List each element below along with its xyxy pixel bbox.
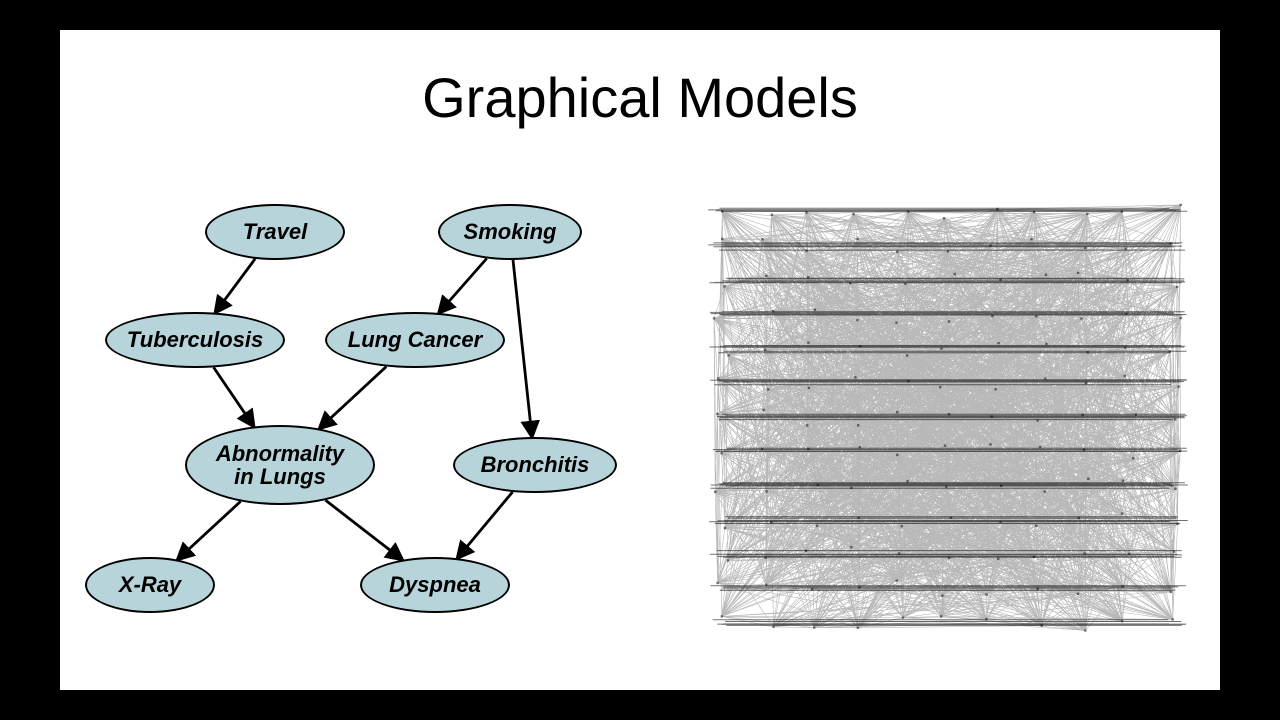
node-label-abnorm: Abnormality in Lungs: [216, 442, 344, 488]
node-label-tb: Tuberculosis: [127, 328, 264, 351]
edge-bronchitis-dyspnea: [457, 492, 512, 558]
node-label-bronchitis: Bronchitis: [481, 453, 590, 476]
edge-abnorm-xray: [177, 501, 240, 559]
dense-network-svg: [698, 195, 1198, 640]
edge-lungcancer-abnorm: [319, 367, 386, 429]
node-travel: Travel: [205, 204, 345, 260]
node-label-xray: X-Ray: [119, 573, 181, 596]
node-tb: Tuberculosis: [105, 312, 285, 368]
node-lungcancer: Lung Cancer: [325, 312, 505, 368]
node-label-lungcancer: Lung Cancer: [348, 328, 482, 351]
slide-title: Graphical Models: [60, 65, 1220, 130]
dense-network-diagram: [698, 195, 1198, 640]
node-abnorm: Abnormality in Lungs: [185, 425, 375, 505]
node-label-smoking: Smoking: [464, 220, 557, 243]
edge-travel-tb: [215, 259, 255, 313]
node-smoking: Smoking: [438, 204, 582, 260]
node-xray: X-Ray: [85, 557, 215, 613]
node-dyspnea: Dyspnea: [360, 557, 510, 613]
node-label-travel: Travel: [243, 220, 307, 243]
node-label-dyspnea: Dyspnea: [389, 573, 481, 596]
node-bronchitis: Bronchitis: [453, 437, 617, 493]
edge-smoking-lungcancer: [439, 258, 487, 313]
bayes-network-diagram: Travel Smoking Tuberculosis Lung Cancer Abno…: [60, 190, 660, 670]
edge-abnorm-dyspnea: [325, 500, 402, 560]
edge-smoking-bronchitis: [513, 260, 532, 437]
edge-tb-abnorm: [214, 367, 254, 426]
